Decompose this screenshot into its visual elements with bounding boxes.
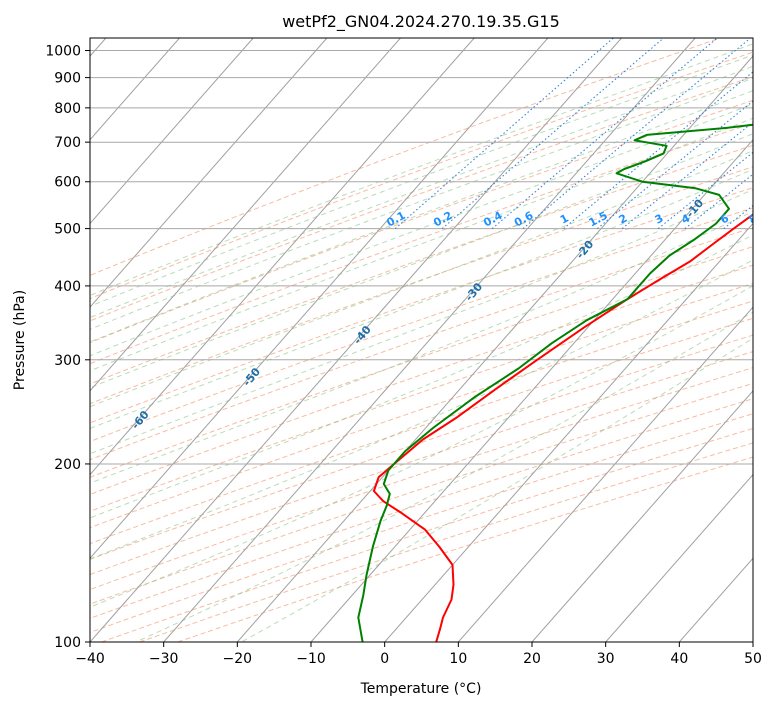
mixing-ratio-line xyxy=(751,227,753,230)
y-axis-title: Pressure (hPa) xyxy=(12,290,28,390)
y-tick-label: 700 xyxy=(54,135,81,151)
x-tick-label: −40 xyxy=(75,651,105,667)
isotherm-line xyxy=(457,306,753,642)
tick-layer: −40 −30 −20 −10 0 10 20 30 40 50 100 200 300 400 500 60… xyxy=(45,44,762,667)
moist-adiabat-line xyxy=(135,311,753,642)
isotherm-line xyxy=(752,641,753,642)
moist-adiabat-line xyxy=(90,54,753,307)
dry-adiabat-line xyxy=(90,317,753,545)
y-tick-label: 400 xyxy=(54,279,81,295)
moist-adiabat-label: -70 xyxy=(23,445,46,469)
x-tick-label: 50 xyxy=(744,651,762,667)
isotherm-line xyxy=(90,38,401,392)
x-axis-title: Temperature (°C) xyxy=(360,681,482,697)
isotherm-line xyxy=(90,38,622,642)
x-tick-label: 40 xyxy=(670,651,688,667)
moist-adiabat-line xyxy=(90,188,753,455)
isotherm-line xyxy=(90,38,254,225)
moist-adiabat-line xyxy=(90,234,753,519)
isotherm-line xyxy=(163,38,696,642)
dry-adiabat-line xyxy=(90,166,753,405)
moist-adiabat-line xyxy=(90,259,753,560)
plot-background xyxy=(90,38,753,642)
dry-adiabat-line xyxy=(90,51,753,300)
mixing-ratio-line xyxy=(563,71,753,230)
moist-adiabat-line xyxy=(90,77,753,330)
dry-adiabat-line xyxy=(90,122,753,365)
moist-adiabat-line xyxy=(241,337,753,642)
isotherm-line xyxy=(236,55,753,642)
x-tick-label: −10 xyxy=(296,651,326,667)
y-tick-label: 1000 xyxy=(45,44,81,60)
moist-adiabat-line xyxy=(90,150,753,408)
y-tick-label: 200 xyxy=(54,457,81,473)
x-tick-label: −20 xyxy=(223,651,253,667)
moist-adiabat-line xyxy=(90,285,753,608)
moist-adiabat-line xyxy=(90,90,753,343)
y-tick-label: 100 xyxy=(54,635,81,651)
background-reference-lines xyxy=(90,38,753,642)
dry-adiabat-line xyxy=(90,226,753,461)
isotherm-line xyxy=(384,222,753,642)
mixing-ratio-line xyxy=(684,173,753,230)
mixing-ratio-label: 10 xyxy=(766,210,775,229)
mixing-ratio-line xyxy=(597,100,753,230)
isotherm-line xyxy=(531,390,753,642)
dewpoint-profile-line xyxy=(357,123,753,642)
moist-adiabat-line xyxy=(90,168,753,430)
y-tick-label: 500 xyxy=(54,222,81,238)
y-tick-label: 900 xyxy=(54,71,81,87)
chart-title: wetPf2_GN04.2024.270.19.35.G15 xyxy=(282,12,560,32)
y-tick-label: 300 xyxy=(54,353,81,369)
x-tick-label: 20 xyxy=(523,651,541,667)
dry-adiabat-line xyxy=(90,367,753,591)
dry-adiabat-label: 0 xyxy=(750,211,765,226)
series-layer xyxy=(357,123,753,642)
dry-adiabat-line xyxy=(90,282,753,512)
moist-adiabat-line xyxy=(90,65,753,319)
isotherm-line xyxy=(90,38,549,560)
plot-frame xyxy=(89,37,754,643)
isotherm-line xyxy=(90,38,180,141)
isotherm-line xyxy=(90,38,328,308)
mixing-ratio-label: 8 xyxy=(747,212,760,227)
dry-adiabat-line xyxy=(90,38,721,276)
mixing-ratio-line xyxy=(657,151,753,230)
x-tick-label: 30 xyxy=(597,651,615,667)
mixing-ratio-line xyxy=(441,38,664,230)
dry-adiabat-line xyxy=(90,187,753,424)
y-tick-label: 600 xyxy=(54,175,81,191)
x-tick-label: −30 xyxy=(149,651,179,667)
x-tick-label: 10 xyxy=(449,651,467,667)
isotherm-line xyxy=(90,38,475,476)
dry-adiabat-line xyxy=(90,76,753,322)
dry-adiabat-line xyxy=(90,334,753,560)
temperature-profile-line xyxy=(372,213,753,642)
isotherm-line xyxy=(605,473,753,642)
mixing-ratio-line xyxy=(522,38,751,230)
moist-adiabat-line xyxy=(90,103,753,357)
isotherm-line xyxy=(310,138,753,642)
y-tick-label: 800 xyxy=(54,101,81,117)
x-tick-label: 0 xyxy=(380,651,389,667)
